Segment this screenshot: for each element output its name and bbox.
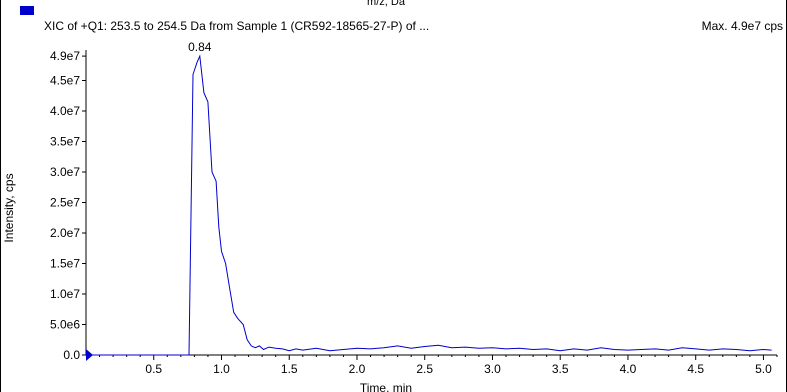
legend-color-swatch <box>20 6 34 15</box>
y-tick-label: 3.0e7 <box>50 165 80 179</box>
x-axis-ticks: 0.5 1.0 1.5 2.0 2.5 3.0 3.5 4.0 4.5 5.0 <box>99 355 778 376</box>
y-tick-label: 3.5e7 <box>50 135 80 149</box>
x-tick-label: 3.0 <box>484 362 501 376</box>
y-tick-label: 1.5e7 <box>50 257 80 271</box>
y-tick-label: 4.9e7 <box>50 49 80 63</box>
y-axis-ticks: 0.0 5.0e6 1.0e7 1.5e7 2.0e7 2.5e7 3.0e7 3.5e7 4.… <box>50 49 86 362</box>
y-tick-label: 4.0e7 <box>50 104 80 118</box>
x-tick-label: 0.5 <box>145 362 162 376</box>
max-intensity-label: Max. 4.9e7 cps <box>702 19 783 33</box>
trace-title: XIC of +Q1: 253.5 to 254.5 Da from Sampl… <box>44 19 429 33</box>
xic-trace-line <box>86 54 772 356</box>
x-tick-label: 3.5 <box>552 362 569 376</box>
x-tick-label: 2.5 <box>416 362 433 376</box>
y-tick-label: 1.0e7 <box>50 287 80 301</box>
y-tick-label: 0.0 <box>63 348 80 362</box>
top-cutoff-label: m/z, Da <box>367 0 406 8</box>
origin-marker-triangle <box>86 349 93 361</box>
y-tick-label: 2.5e7 <box>50 196 80 210</box>
x-tick-label: 4.0 <box>620 362 637 376</box>
y-tick-label: 5.0e6 <box>50 318 80 332</box>
x-tick-label: 4.5 <box>687 362 704 376</box>
y-tick-label: 4.5e7 <box>50 74 80 88</box>
peak-annotation-label: 0.84 <box>188 40 212 54</box>
x-tick-label: 1.0 <box>213 362 230 376</box>
y-tick-label: 2.0e7 <box>50 226 80 240</box>
x-tick-label: 2.0 <box>349 362 366 376</box>
x-tick-label: 5.0 <box>755 362 772 376</box>
plot-area[interactable]: 0.0 5.0e6 1.0e7 1.5e7 2.0e7 2.5e7 3.0e7 3.5e7 4.… <box>50 40 778 376</box>
y-axis-title: Intensity, cps <box>2 173 16 242</box>
x-axis-title: Time, min <box>360 381 412 392</box>
x-tick-label: 1.5 <box>281 362 298 376</box>
